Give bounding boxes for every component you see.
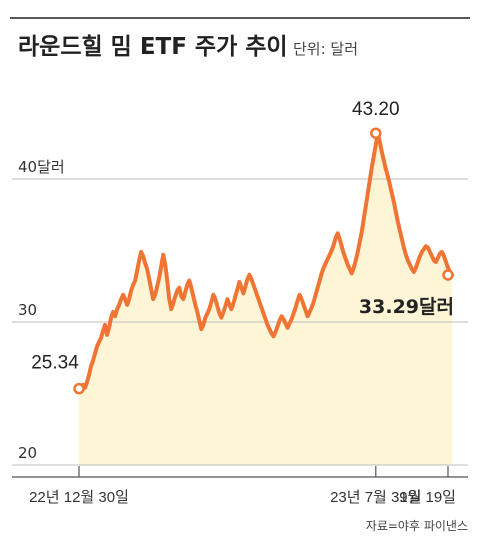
annotation-label: 33.29달러 <box>359 296 454 318</box>
gridlines <box>12 178 468 466</box>
source-note: 자료=야후 파이낸스 <box>366 519 468 533</box>
annotation-label: 25.34 <box>31 353 79 374</box>
annotation-marker <box>73 382 85 395</box>
series-line-layer <box>77 131 454 391</box>
x-tick-label: 22년 12월 30일 <box>29 489 129 506</box>
x-tick-label: 9월 19일 <box>399 489 456 506</box>
area-fill <box>79 133 452 466</box>
annotation-label: 43.20 <box>352 99 400 120</box>
annotations: 25.34 43.20 33.29달러 <box>31 99 454 395</box>
chart-title: 라운드힐 밈 ETF 주가 추이 <box>18 34 288 60</box>
y-tick-label: 40달러 <box>18 158 65 176</box>
area-fill-layer <box>79 133 452 466</box>
y-axis-labels: 20 30 40달러 <box>18 158 65 462</box>
y-tick-label: 30 <box>18 301 37 319</box>
y-tick-label: 20 <box>18 444 37 462</box>
annotation-marker <box>442 269 454 281</box>
unit-label: 단위: 달러 <box>293 40 358 58</box>
x-tick-label: 23년 7월 31일 <box>330 489 421 506</box>
annotation-marker <box>370 127 382 139</box>
series-line <box>77 131 454 391</box>
